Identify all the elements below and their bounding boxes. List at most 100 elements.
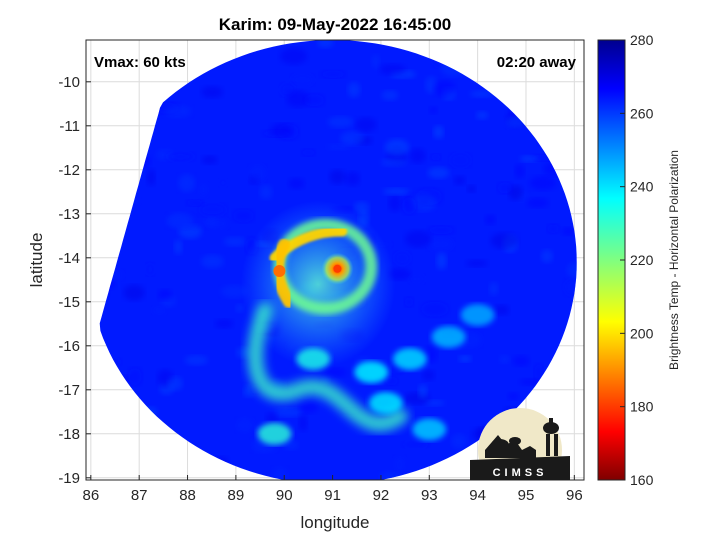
y-tick-label: -11 [59,118,80,135]
swath-texture-cell [384,376,398,386]
swath-texture-cell [433,80,456,97]
swath-texture-cell [199,203,227,217]
swath-texture-cell [449,153,471,168]
swath-texture-cell [529,175,557,191]
swath-texture-cell [561,226,576,236]
swath-texture-cell [347,81,361,98]
swath-texture-cell [465,259,488,268]
swath-texture-cell [301,149,316,157]
swath-texture-cell [345,171,360,186]
swath-texture-cell [451,433,468,449]
convective-cell [431,326,466,348]
swath-texture-cell [233,209,254,223]
swath-texture-cell [430,153,441,161]
swath-texture-cell [497,182,513,194]
swath-texture-cell [371,54,380,69]
swath-texture-cell [393,251,411,265]
cyclone-structure [240,200,495,445]
swath-texture-cell [489,281,499,296]
swath-texture-cell [265,412,279,424]
swath-texture-cell [424,399,445,407]
x-axis-ticks: 86 87 88 89 90 91 92 93 94 95 96 [82,475,583,504]
colorbar-ticks: 280 260 240 220 200 180 160 [620,32,654,488]
swath-texture-cell [418,384,428,399]
swath-texture-cell [409,274,425,284]
swath-texture-cell [329,169,346,185]
swath-texture-cell [422,370,435,381]
swath-texture-cell [402,441,429,448]
swath-texture-cell [298,414,308,432]
swath-texture-cell [566,262,577,279]
swath-texture-cell [379,63,406,75]
swath-texture-cell [145,263,155,276]
x-tick-label: 88 [179,487,196,504]
swath-texture-cell [201,86,223,99]
swath-texture-cell [128,367,142,386]
x-tick-label: 96 [566,487,583,504]
swath-texture-cell [379,471,403,480]
swath-texture-cell [453,175,466,186]
x-tick-label: 90 [276,487,293,504]
swath-texture-cell [248,164,266,183]
convective-cell [460,304,495,326]
swath-texture-cell [421,301,449,317]
swath-texture-cell [303,94,325,107]
swath-texture-cell [152,306,167,315]
x-tick-label: 92 [373,487,390,504]
swath-texture-cell [512,355,530,367]
swath-texture-cell [429,106,438,114]
time-away-label: 02:20 away [497,54,577,71]
swath-texture-cell [157,289,172,301]
western-eyewall-core [273,265,286,277]
swath-texture-cell [436,252,447,270]
swath-texture-cell [280,47,308,65]
swath-texture-cell [317,40,334,48]
swath-texture-cell [547,224,560,234]
swath-texture-cell [169,214,196,230]
swath-texture-cell [507,392,519,401]
swath-texture-cell [207,217,229,230]
cimss-logo-text: CIMSS [493,467,548,479]
colorbar-tick-label: 160 [630,472,654,488]
swath-texture-cell [235,417,254,433]
y-axis-label: latitude [27,233,46,288]
swath-texture-cell [475,111,489,120]
convective-cell [257,422,292,445]
swath-texture-cell [458,355,472,363]
axes-frame [85,39,585,481]
convective-cell [393,348,427,370]
swath-texture-cell [354,201,370,214]
swath-texture-cell [433,125,444,139]
y-tick-label: -17 [58,382,80,399]
swath-texture-cell [215,318,234,329]
swath-texture-cell [223,236,247,247]
y-tick-label: -15 [58,294,80,311]
swath-texture-cell [219,178,228,187]
colorbar-label: Brightness Temp - Horizontal Polarizatio… [667,150,681,370]
storm-eye-center [333,264,342,273]
y-tick-label: -18 [58,426,80,443]
colorbar-tick-label: 180 [630,399,654,415]
southern-rainband [247,302,409,432]
swath-texture-cell [427,237,454,251]
vmax-label: Vmax: 60 kts [94,54,186,71]
swath-texture-cell [299,400,318,414]
swath-texture-cell [184,355,208,366]
y-tick-label: -14 [58,250,80,267]
swath-texture-cell [186,199,204,206]
swath-texture-cell [490,232,519,249]
colorbar-tick-label: 280 [630,32,654,48]
colorbar-tick-label: 240 [630,179,654,195]
swath-texture-cell [235,303,244,313]
swath-texture-cell [508,185,523,201]
swath-texture-cell [428,226,455,235]
x-tick-label: 91 [324,487,341,504]
swath-texture-cell [409,148,426,164]
swath-texture-cell [198,182,209,198]
swath-texture-cell [393,455,406,474]
swath-texture-cell [381,158,407,167]
x-tick-label: 87 [131,487,148,504]
swath-texture-cell [123,284,145,301]
x-axis-label: longitude [300,513,369,532]
